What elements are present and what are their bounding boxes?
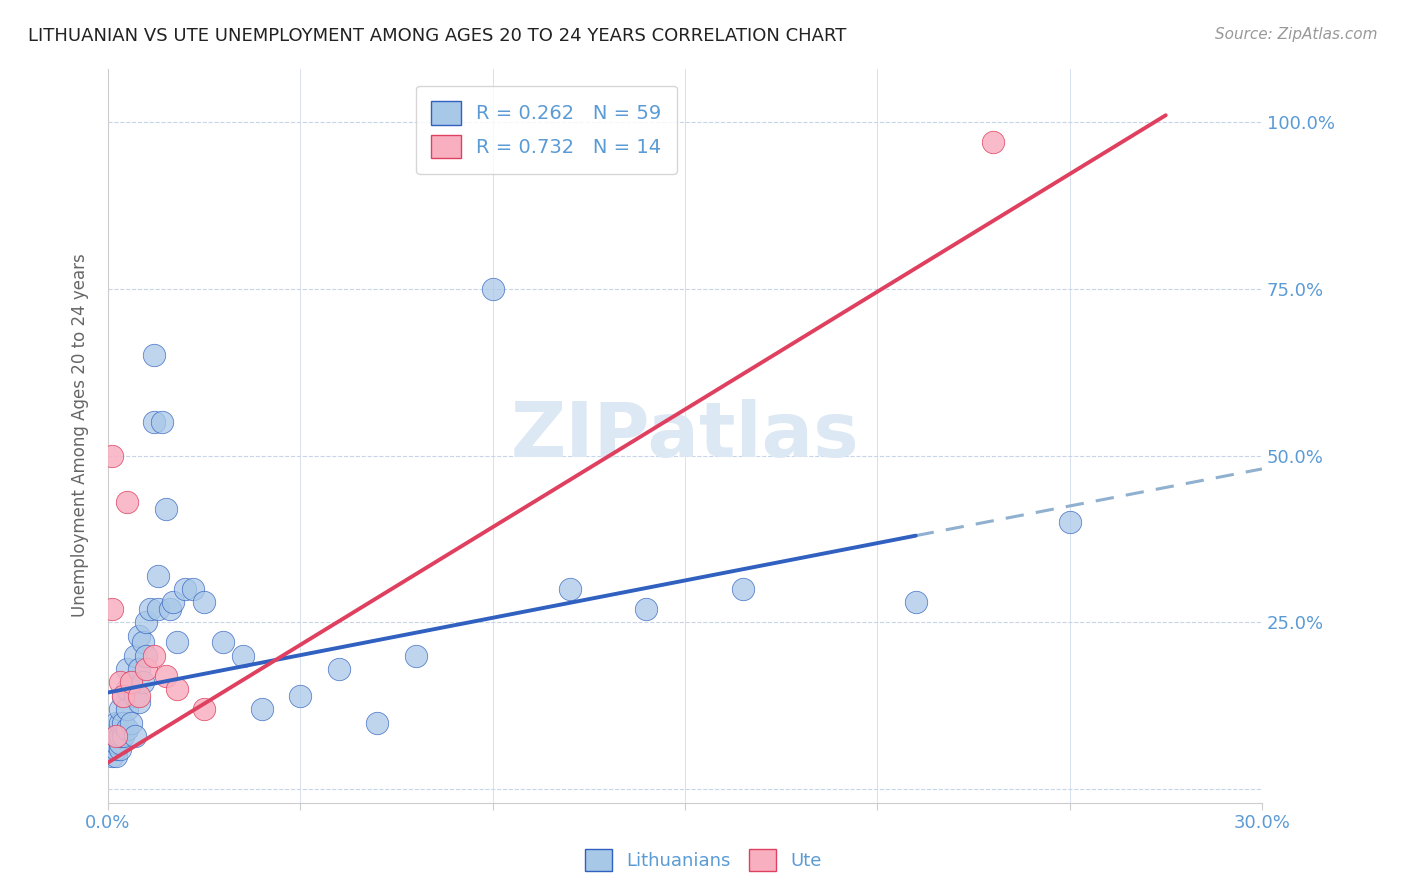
Point (128, 662, 150, 676)
Text: ZIPatlas: ZIPatlas (510, 399, 859, 473)
Point (904, 595, 927, 609)
Point (290, 689, 312, 703)
Point (250, 702, 273, 716)
Point (212, 635, 235, 649)
Point (108, 702, 131, 716)
Point (124, 689, 146, 703)
Point (101, 449, 124, 463)
Point (124, 729, 146, 743)
Point (115, 702, 138, 716)
Point (108, 735, 131, 749)
Point (104, 715, 127, 730)
Point (101, 735, 124, 749)
Point (143, 648, 166, 663)
Point (232, 648, 254, 663)
Point (124, 648, 146, 663)
Point (131, 635, 153, 649)
Point (115, 662, 138, 676)
Point (128, 629, 150, 643)
Point (104, 735, 127, 749)
Point (112, 689, 135, 703)
Text: Source: ZipAtlas.com: Source: ZipAtlas.com (1215, 27, 1378, 42)
Point (131, 675, 153, 690)
Point (558, 582, 581, 596)
Point (981, 135, 1004, 149)
Point (166, 635, 188, 649)
Point (174, 582, 197, 596)
Point (115, 682, 138, 697)
Point (120, 675, 142, 690)
Point (1059, 516, 1081, 530)
Point (143, 415, 166, 429)
Point (405, 648, 427, 663)
Point (128, 696, 150, 710)
Point (366, 715, 388, 730)
Point (112, 715, 135, 730)
Point (115, 722, 138, 736)
Point (143, 349, 166, 363)
Point (146, 602, 169, 616)
Point (104, 742, 127, 756)
Point (159, 602, 181, 616)
Point (150, 415, 173, 429)
Point (101, 729, 124, 743)
Point (481, 282, 503, 296)
Point (112, 729, 135, 743)
Point (112, 689, 135, 703)
Point (115, 495, 138, 509)
Point (193, 595, 215, 609)
Point (101, 748, 124, 763)
Point (155, 502, 177, 516)
Point (104, 729, 127, 743)
Point (139, 602, 162, 616)
Point (193, 702, 215, 716)
Point (135, 662, 157, 676)
Point (120, 715, 142, 730)
Legend: Lithuanians, Ute: Lithuanians, Ute (578, 842, 828, 879)
Point (731, 582, 754, 596)
Point (120, 675, 142, 690)
Point (108, 715, 131, 730)
Point (108, 742, 131, 756)
Point (328, 662, 350, 676)
Point (162, 595, 184, 609)
Point (104, 748, 127, 763)
Point (146, 568, 169, 582)
Y-axis label: Unemployment Among Ages 20 to 24 years: Unemployment Among Ages 20 to 24 years (72, 253, 89, 617)
Point (135, 615, 157, 630)
Point (166, 682, 188, 697)
Point (101, 742, 124, 756)
Point (128, 689, 150, 703)
Text: LITHUANIAN VS UTE UNEMPLOYMENT AMONG AGES 20 TO 24 YEARS CORRELATION CHART: LITHUANIAN VS UTE UNEMPLOYMENT AMONG AGE… (28, 27, 846, 45)
Point (135, 648, 157, 663)
Legend: R = 0.262   N = 59, R = 0.732   N = 14: R = 0.262 N = 59, R = 0.732 N = 14 (416, 86, 678, 174)
Point (104, 729, 127, 743)
Point (108, 729, 131, 743)
Point (636, 602, 658, 616)
Point (155, 669, 177, 683)
Point (101, 602, 124, 616)
Point (108, 675, 131, 690)
Point (181, 582, 204, 596)
